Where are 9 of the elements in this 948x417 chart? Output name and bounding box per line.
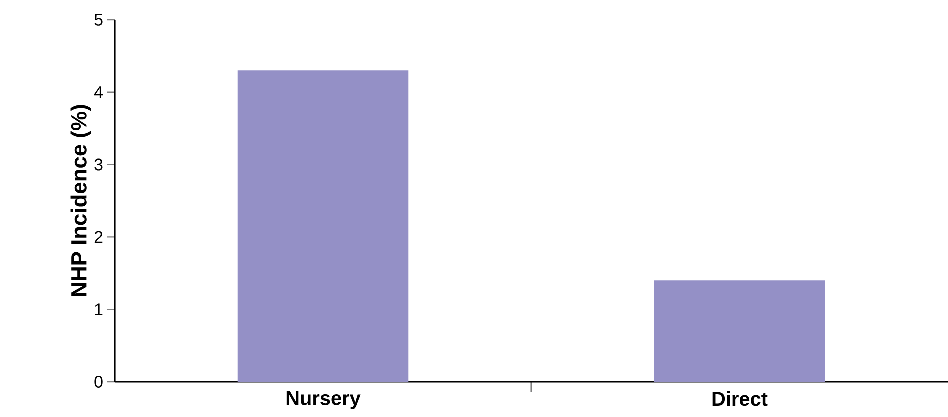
y-tick-label: 2 bbox=[94, 231, 103, 244]
x-tick-label: Direct bbox=[712, 392, 768, 406]
y-tick-label: 0 bbox=[94, 376, 103, 388]
y-tick-label: 1 bbox=[95, 304, 103, 316]
y-tick-label: 3 bbox=[94, 158, 103, 171]
y-axis-title: NHP Incidence (%) bbox=[70, 105, 92, 296]
y-tick-label: 5 bbox=[94, 14, 103, 26]
x-tick-label: Nursery bbox=[286, 392, 361, 410]
y-tick-label: 4 bbox=[94, 86, 103, 98]
